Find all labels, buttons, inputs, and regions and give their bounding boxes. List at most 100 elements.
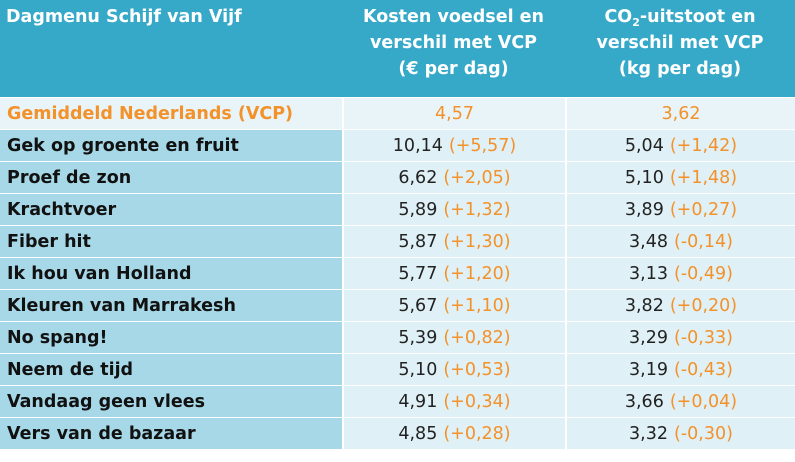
menu-comparison-table: Dagmenu Schijf van Vijf Kosten voedsel e… [0,0,795,449]
header-cost: Kosten voedsel en verschil met VCP (€ pe… [342,0,565,97]
header-co2: CO2-uitstoot en verschil met VCP (kg per… [565,0,795,97]
cost-value: 5,87 [398,231,438,252]
cost-cell: 5,77 (+1,20) [342,257,565,289]
co2-diff: (-0,43) [674,359,733,380]
co2-diff: (-0,14) [674,231,733,252]
co2-cell: 3,48 (-0,14) [565,225,795,257]
table-row: Kleuren van Marrakesh 5,67 (+1,10) 3,82 (+0,… [0,289,795,321]
cost-diff: (+0,82) [443,327,511,348]
menu-name: Krachtvoer [0,193,342,225]
cost-diff: (+1,10) [443,295,511,316]
header-co2-line2: verschil met VCP [596,33,764,53]
table-row: Proef de zon 6,62 (+2,05) 5,10 (+1,48) [0,161,795,193]
menu-name: Kleuren van Marrakesh [0,289,342,321]
co2-value: 3,32 [629,423,669,444]
co2-cell: 3,32 (-0,30) [565,417,795,449]
co2-diff: (-0,49) [674,263,733,284]
cost-cell: 5,39 (+0,82) [342,321,565,353]
co2-cell: 3,66 (+0,04) [565,385,795,417]
menu-name: Fiber hit [0,225,342,257]
co2-label-rest: -uitstoot en [639,7,756,27]
cost-value: 5,10 [398,359,438,380]
table-row-vcp: Gemiddeld Nederlands (VCP) 4,57 3,62 [0,97,795,129]
table-row: Fiber hit 5,87 (+1,30) 3,48 (-0,14) [0,225,795,257]
cost-cell: 4,85 (+0,28) [342,417,565,449]
header-co2-line3: (kg per dag) [618,59,742,79]
table-row: Vers van de bazaar 4,85 (+0,28) 3,32 (-0,30) [0,417,795,449]
header-menu: Dagmenu Schijf van Vijf [0,0,342,97]
co2-cell: 3,89 (+0,27) [565,193,795,225]
co2-value: 3,19 [629,359,669,380]
co2-value: 3,13 [629,263,669,284]
co2-cell: 5,10 (+1,48) [565,161,795,193]
co2-value: 3,89 [624,199,664,220]
header-row: Dagmenu Schijf van Vijf Kosten voedsel e… [0,0,795,97]
co2-value: 3,82 [624,295,664,316]
cost-cell: 5,67 (+1,10) [342,289,565,321]
cost-value: 6,62 [398,167,438,188]
cost-cell: 5,10 (+0,53) [342,353,565,385]
table-row: No spang! 5,39 (+0,82) 3,29 (-0,33) [0,321,795,353]
header-cost-line1: Kosten voedsel en [362,7,544,27]
cost-value: 4,91 [398,391,438,412]
co2-cell: 5,04 (+1,42) [565,129,795,161]
header-cost-line2: verschil met VCP [369,33,538,53]
cost-value: 5,39 [398,327,438,348]
cost-cell: 5,89 (+1,32) [342,193,565,225]
table-row: Gek op groente en fruit 10,14 (+5,57) 5,04(… [0,129,795,161]
co2-cell: 3,29 (-0,33) [565,321,795,353]
cost-value: 5,89 [398,199,438,220]
menu-name: Gek op groente en fruit [0,129,342,161]
co2-diff: (+0,27) [669,199,738,220]
header-co2-line1: CO2-uitstoot en [565,4,795,30]
cost-cell: 5,87 (+1,30) [342,225,565,257]
co2-value: 3,48 [629,231,669,252]
cost-value: 4,57 [435,103,474,124]
cost-value: 10,14 [392,135,443,156]
co2-diff: (+0,04) [669,391,738,412]
menu-name: Vers van de bazaar [0,417,342,449]
menu-name: Neem de tijd [0,353,342,385]
co2-diff: (+1,42) [669,135,738,156]
co2-diff: (-0,33) [674,327,733,348]
co2-value: 3,62 [661,103,701,124]
table-row: Ik hou van Holland 5,77 (+1,20) 3,13 (-0,49) [0,257,795,289]
co2-cell: 3,19 (-0,43) [565,353,795,385]
co2-value: 5,10 [624,167,664,188]
header-cost-line3: (€ per dag) [398,59,509,79]
table-row: Krachtvoer 5,89 (+1,32) 3,89 (+0,27) [0,193,795,225]
cost-diff: (+1,30) [443,231,511,252]
co2-value: 3,66 [624,391,664,412]
cost-diff: (+0,28) [443,423,511,444]
cost-diff: (+2,05) [443,167,511,188]
co2-cell: 3,13 (-0,49) [565,257,795,289]
menu-name: Gemiddeld Nederlands (VCP) [0,97,342,129]
co2-label: CO [604,7,633,27]
menu-name: Proef de zon [0,161,342,193]
menu-name: Vandaag geen vlees [0,385,342,417]
cost-value: 4,85 [398,423,438,444]
co2-diff: (-0,30) [674,423,733,444]
cost-diff: (+1,32) [443,199,511,220]
co2-value: 5,04 [624,135,664,156]
co2-diff: (+1,48) [669,167,738,188]
cost-diff: (+0,34) [443,391,511,412]
cost-value: 5,77 [398,263,438,284]
cost-cell: 4,57 [342,97,565,129]
menu-name: No spang! [0,321,342,353]
co2-cell: 3,62 [565,97,795,129]
co2-value: 3,29 [629,327,669,348]
cost-diff: (+1,20) [443,263,511,284]
cost-value: 5,67 [398,295,438,316]
table-row: Neem de tijd 5,10 (+0,53) 3,19 (-0,43) [0,353,795,385]
table-row: Vandaag geen vlees 4,91 (+0,34) 3,66 (+0,04) [0,385,795,417]
cost-diff: (+0,53) [443,359,511,380]
cost-cell: 4,91 (+0,34) [342,385,565,417]
co2-diff: (+0,20) [669,295,738,316]
cost-cell: 10,14 (+5,57) [342,129,565,161]
co2-subscript: 2 [632,16,640,29]
cost-cell: 6,62 (+2,05) [342,161,565,193]
menu-name: Ik hou van Holland [0,257,342,289]
co2-cell: 3,82 (+0,20) [565,289,795,321]
cost-diff: (+5,57) [448,135,517,156]
